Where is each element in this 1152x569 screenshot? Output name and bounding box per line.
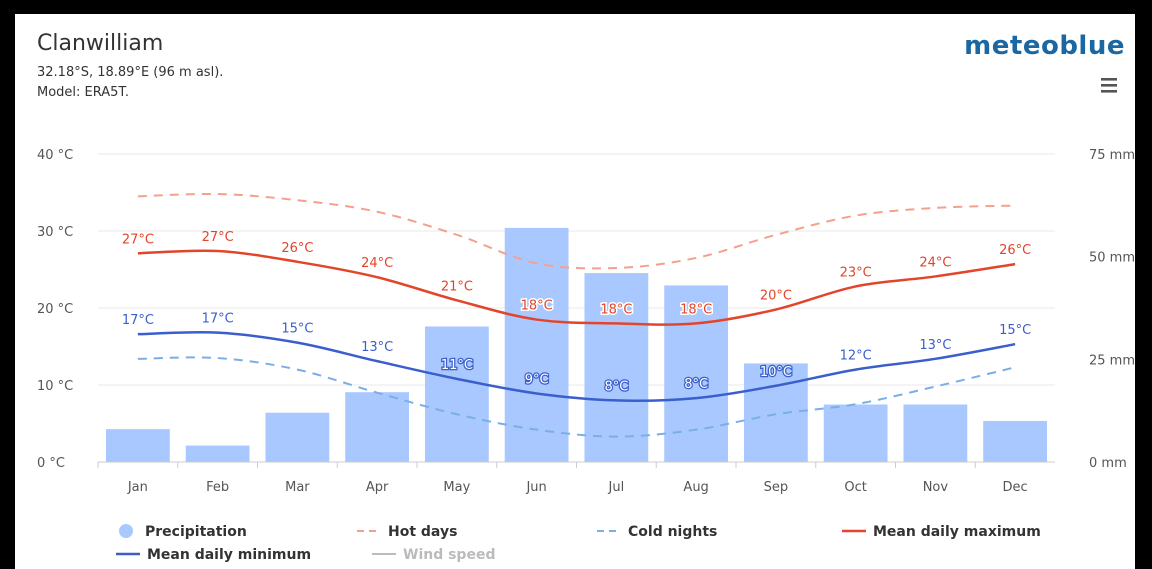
legend-item-hot-days[interactable]: Hot days (357, 524, 457, 540)
mean-max-data-label: 18°C (680, 302, 712, 317)
mean-max-data-label: 24°C (361, 256, 393, 271)
mean-daily-minimum-line (137, 330, 1016, 402)
legend-item-cold-nights[interactable]: Cold nights (597, 524, 717, 540)
precipitation-bar (105, 429, 170, 462)
mean-min-data-label: 12°C (840, 349, 872, 364)
mean-min-data-label: 10°C (760, 365, 792, 380)
y-left-tick-label: 30 °C (37, 225, 73, 240)
hot-days-line (137, 192, 1016, 270)
y-right-tick-label: 75 mm (1089, 148, 1135, 163)
legend: Precipitation Hot days Cold nights Mean … (116, 524, 1041, 563)
y-left-tick-label: 10 °C (37, 379, 73, 394)
x-tick-label: Aug (683, 480, 708, 495)
x-tick-label: Jul (608, 480, 625, 495)
mean-min-data-label: 8°C (684, 377, 708, 392)
mean-min-data-label: 11°C (441, 358, 473, 373)
temperature-lines (137, 192, 1016, 438)
precipitation-bars (105, 227, 1048, 462)
y-left-tick-label: 40 °C (37, 148, 73, 163)
mean-min-data-label: 17°C (202, 312, 234, 327)
precipitation-bar (903, 404, 968, 462)
mean-min-data-label: 13°C (919, 338, 951, 353)
mean-min-data-label: 15°C (999, 323, 1031, 338)
precipitation-bar (345, 392, 410, 462)
y-right-tick-label: 25 mm (1089, 353, 1135, 368)
legend-mean-max-label: Mean daily maximum (873, 524, 1041, 540)
meteoblue-logo: meteoblue (964, 31, 1125, 61)
x-tick-label: Feb (206, 480, 229, 495)
mean-max-data-label: 27°C (122, 232, 154, 247)
mean-min-data-label: 13°C (361, 340, 393, 355)
climate-chart: Clanwilliam 32.18°S, 18.89°E (96 m asl).… (37, 31, 1135, 563)
y-axis-right: 0 mm 25 mm 50 mm 75 mm (1089, 148, 1135, 471)
x-tick-label: Oct (844, 480, 866, 495)
cold-nights-line (137, 356, 1016, 438)
mean-max-data-label: 18°C (521, 299, 553, 314)
y-right-tick-label: 50 mm (1089, 251, 1135, 266)
y-left-tick-label: 0 °C (37, 456, 65, 471)
precipitation-bar (265, 412, 330, 462)
legend-item-mean-daily-minimum[interactable]: Mean daily minimum (116, 547, 311, 563)
y-left-tick-label: 20 °C (37, 302, 73, 317)
chart-title: Clanwilliam (37, 31, 163, 56)
legend-precipitation-label: Precipitation (145, 524, 247, 540)
x-tick-label: Dec (1003, 480, 1028, 495)
precipitation-bar (983, 420, 1048, 462)
mean-max-data-label: 27°C (202, 230, 234, 245)
mean-min-data-label: 17°C (122, 313, 154, 328)
mean-max-data-label: 26°C (281, 241, 313, 256)
x-tick-label: May (443, 480, 470, 495)
mean-max-data-label: 20°C (760, 289, 792, 304)
legend-item-wind-speed[interactable]: Wind speed (372, 547, 495, 563)
mean-max-data-label: 26°C (999, 243, 1031, 258)
data-labels: 27°C 27°C 26°C 24°C 21°C 18°C 18°C 18°C 20°C 23°C… (122, 230, 1031, 396)
x-tick-label: Jun (525, 480, 546, 495)
y-right-tick-label: 0 mm (1089, 456, 1127, 471)
legend-cold-nights-label: Cold nights (628, 524, 717, 540)
mean-min-data-label: 8°C (604, 379, 628, 394)
y-axis-left: 0 °C 10 °C 20 °C 30 °C 40 °C (37, 148, 73, 471)
x-tick-label: Nov (923, 480, 949, 495)
legend-hot-days-label: Hot days (388, 524, 457, 540)
model-subtitle: Model: ERA5T. (37, 85, 129, 100)
mean-min-data-label: 15°C (281, 322, 313, 337)
legend-item-mean-daily-maximum[interactable]: Mean daily maximum (842, 524, 1041, 540)
x-tick-label: Mar (285, 480, 310, 495)
precipitation-bar (584, 273, 649, 462)
x-tick-label: Apr (366, 480, 389, 495)
precipitation-bar (504, 227, 569, 462)
precipitation-bar (743, 363, 808, 462)
chart-container: Clanwilliam 32.18°S, 18.89°E (96 m asl).… (15, 14, 1135, 569)
coordinates-subtitle: 32.18°S, 18.89°E (96 m asl). (37, 65, 223, 80)
precipitation-bar (185, 445, 250, 462)
legend-item-precipitation[interactable]: Precipitation (119, 524, 247, 540)
legend-precipitation-symbol (119, 524, 133, 538)
precipitation-bar (823, 404, 888, 462)
x-tick-label: Jan (127, 480, 148, 495)
mean-max-data-label: 23°C (840, 265, 872, 280)
mean-daily-maximum-line (137, 249, 1016, 326)
legend-wind-speed-label: Wind speed (403, 547, 495, 563)
mean-max-data-label: 24°C (919, 255, 951, 270)
menu-icon[interactable] (1101, 78, 1117, 93)
legend-mean-min-label: Mean daily minimum (147, 547, 311, 563)
x-tick-label: Sep (764, 480, 789, 495)
mean-min-data-label: 9°C (525, 372, 549, 387)
precipitation-bar (424, 326, 489, 462)
x-axis: Jan Feb Mar Apr May Jun Jul Aug Sep Oct Nov Dec (97, 462, 1028, 495)
mean-max-data-label: 21°C (441, 279, 473, 294)
mean-max-data-label: 18°C (600, 302, 632, 317)
